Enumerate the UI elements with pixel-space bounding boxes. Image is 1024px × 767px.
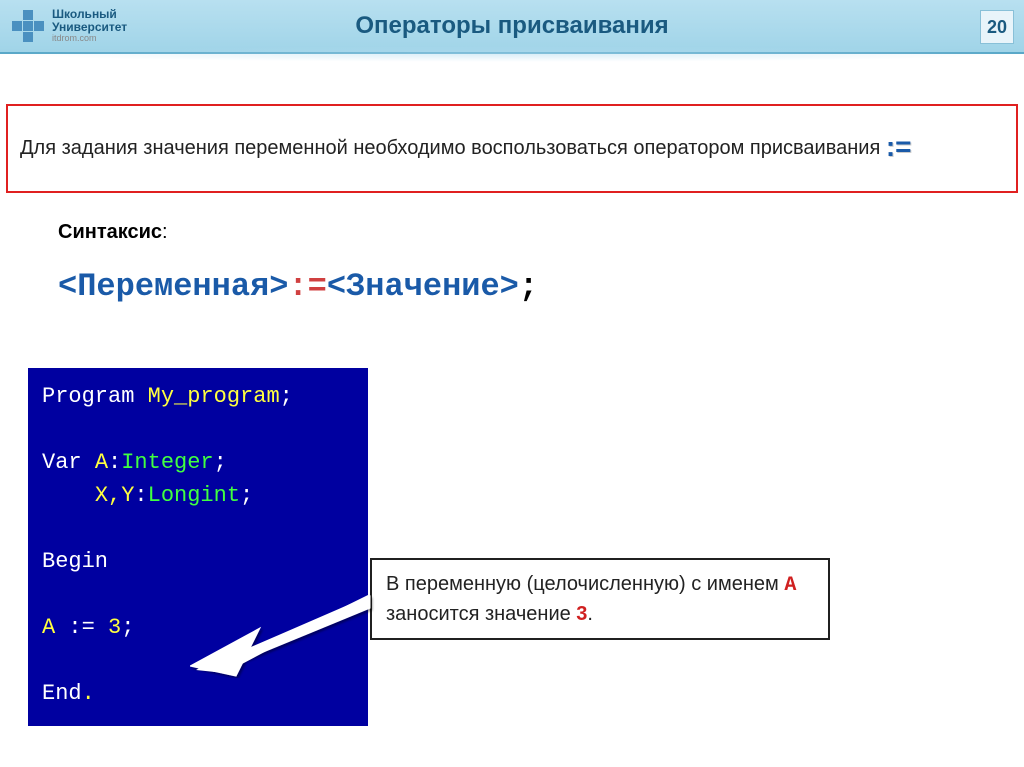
colon1: : xyxy=(108,450,121,475)
logo-site: itdrom.com xyxy=(52,34,127,44)
code-wrap: Program My_program; Var A:Integer; X,Y:L… xyxy=(28,368,368,726)
type-int: Integer xyxy=(121,450,213,475)
assign-operator: := xyxy=(886,131,912,162)
vars-xy: X,Y xyxy=(95,483,135,508)
kw-end: End xyxy=(42,681,82,706)
callout-after: . xyxy=(587,603,593,625)
syntax-value: <Значение> xyxy=(327,268,519,305)
callout-mid: заносится значение xyxy=(386,603,576,625)
slide-title: Операторы присваивания xyxy=(355,12,668,40)
page-number: 20 xyxy=(980,10,1014,44)
callout-A: A xyxy=(784,574,796,597)
sc3: ; xyxy=(240,483,253,508)
header-wave xyxy=(0,54,1024,94)
syntax-terminator: ; xyxy=(519,268,538,305)
kw-program: Program xyxy=(42,384,134,409)
kw-var: Var xyxy=(42,450,82,475)
sc1: ; xyxy=(280,384,293,409)
code-block: Program My_program; Var A:Integer; X,Y:L… xyxy=(28,368,368,726)
assign-lhs: A xyxy=(42,615,55,640)
kw-begin: Begin xyxy=(42,549,108,574)
syntax-variable: <Переменная> xyxy=(58,268,288,305)
end-dot: . xyxy=(82,681,95,706)
syntax-label-bold: Синтаксис xyxy=(58,221,162,243)
var-a: A xyxy=(95,450,108,475)
assign-op-code: := xyxy=(68,615,94,640)
syntax-op: := xyxy=(288,268,326,305)
info-box: Для задания значения переменной необходи… xyxy=(6,104,1018,193)
syntax-line: <Переменная>:=<Значение>; xyxy=(58,268,1024,305)
info-text: Для задания значения переменной необходи… xyxy=(20,137,886,159)
logo: Школьный Университет itdrom.com xyxy=(0,8,127,44)
syntax-label: Синтаксис: xyxy=(58,221,1024,244)
colon2: : xyxy=(134,483,147,508)
callout-box: В переменную (целочисленную) с именем A … xyxy=(370,558,830,640)
assign-rhs: 3 xyxy=(108,615,121,640)
logo-text: Школьный Университет itdrom.com xyxy=(52,8,127,44)
sc2: ; xyxy=(214,450,227,475)
program-name: My_program xyxy=(148,384,280,409)
sc4: ; xyxy=(121,615,134,640)
syntax-label-colon: : xyxy=(162,221,168,243)
type-longint: Longint xyxy=(148,483,240,508)
callout-3: 3 xyxy=(576,603,587,625)
callout-before: В переменную (целочисленную) с именем xyxy=(386,573,784,595)
logo-icon xyxy=(12,10,44,42)
